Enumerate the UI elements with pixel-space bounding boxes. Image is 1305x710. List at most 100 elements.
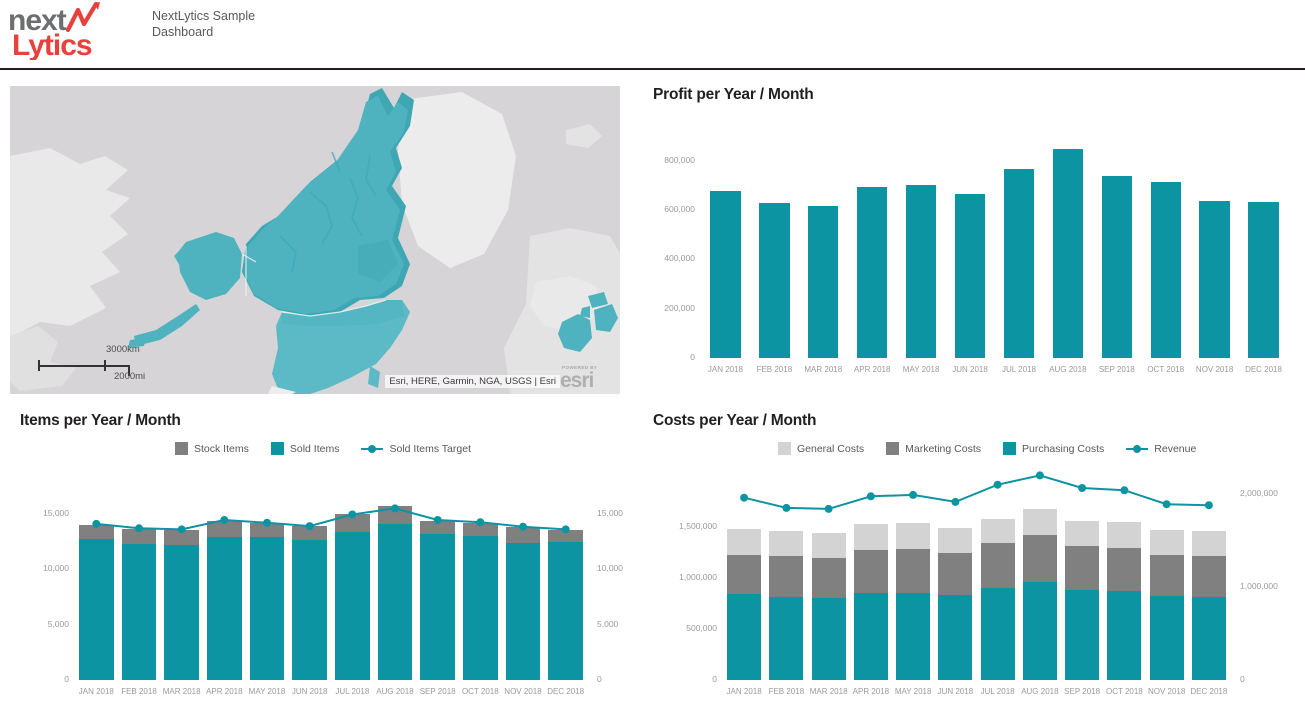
costs-chart-plot[interactable]: 0 500,000 1,000,000 1,500,000 0 1,000,000 2,00… bbox=[653, 464, 1298, 708]
chart-bar[interactable] bbox=[727, 529, 762, 680]
x-axis-category-label: JAN 2018 bbox=[78, 687, 114, 696]
legend-item[interactable]: Purchasing Costs bbox=[1002, 442, 1105, 455]
chart-bar-segment bbox=[78, 525, 114, 539]
chart-bar[interactable] bbox=[121, 529, 157, 680]
chart-bar[interactable] bbox=[1052, 148, 1084, 358]
costs-chart-legend[interactable]: General Costs Marketing Costs Purchasing C… bbox=[778, 442, 1218, 455]
chart-bar[interactable] bbox=[1101, 175, 1132, 358]
chart-bar[interactable] bbox=[1107, 522, 1142, 680]
chart-bar[interactable] bbox=[938, 527, 973, 680]
legend-item[interactable]: Stock Items bbox=[175, 442, 249, 455]
chart-bar[interactable] bbox=[377, 506, 413, 680]
chart-bar[interactable] bbox=[1248, 202, 1279, 358]
chart-bar-segment bbox=[377, 523, 413, 680]
chart-bar-segment bbox=[121, 529, 157, 544]
chart-bar-segment bbox=[938, 552, 973, 595]
x-axis-category-label: OCT 2018 bbox=[1147, 365, 1185, 374]
chart-bar[interactable] bbox=[206, 521, 242, 680]
chart-bar[interactable] bbox=[980, 518, 1015, 680]
x-axis-category-label: MAR 2018 bbox=[809, 687, 848, 696]
legend-swatch-icon bbox=[1002, 442, 1016, 455]
chart-bar-segment bbox=[548, 542, 584, 680]
chart-bar[interactable] bbox=[811, 533, 846, 680]
chart-bar[interactable] bbox=[896, 522, 931, 680]
chart-bar[interactable] bbox=[78, 525, 114, 680]
chart-bar-segment bbox=[1191, 555, 1226, 597]
x-axis-category-label: SEP 2018 bbox=[419, 687, 456, 696]
y-axis-tick-label: 15,000 bbox=[43, 507, 69, 518]
x-axis-category-label: DEC 2018 bbox=[1190, 687, 1228, 696]
legend-item[interactable]: Marketing Costs bbox=[886, 442, 981, 455]
x-axis-category-label: JUN 2018 bbox=[291, 687, 328, 696]
x-axis-category-label: JUN 2018 bbox=[937, 687, 974, 696]
chart-bar[interactable] bbox=[548, 529, 584, 680]
legend-item[interactable]: Sold Items Target bbox=[361, 442, 471, 455]
chart-bar[interactable] bbox=[769, 531, 804, 680]
chart-bar-segment bbox=[938, 527, 973, 553]
chart-bar-segment bbox=[206, 521, 242, 538]
esri-logo: POWERED BY esri bbox=[560, 364, 616, 392]
chart-bar[interactable] bbox=[954, 193, 986, 358]
chart-bar[interactable] bbox=[249, 523, 285, 680]
chart-bar[interactable] bbox=[292, 526, 328, 680]
legend-item[interactable]: Sold Items bbox=[270, 442, 339, 455]
chart-bar[interactable] bbox=[164, 529, 200, 680]
legend-swatch-icon bbox=[778, 442, 791, 455]
chart-bar[interactable] bbox=[1003, 169, 1035, 358]
chart-bar-segment bbox=[954, 193, 986, 358]
chart-bar[interactable] bbox=[1022, 508, 1057, 680]
svg-text:Lytics: Lytics bbox=[12, 29, 92, 60]
chart-bar-segment bbox=[1022, 535, 1057, 582]
y2-axis-tick-label: 15,000 bbox=[597, 507, 623, 518]
chart-bar-segment bbox=[1101, 175, 1132, 358]
y-axis-tick-label: 0 bbox=[64, 674, 69, 684]
chart-bar-segment bbox=[769, 556, 804, 597]
chart-bar[interactable] bbox=[857, 186, 888, 358]
y-axis-tick-label: 1,500,000 bbox=[679, 520, 717, 531]
chart-bar[interactable] bbox=[1149, 530, 1184, 680]
chart-bar-segment bbox=[1107, 522, 1142, 548]
chart-bar[interactable] bbox=[1065, 520, 1100, 680]
chart-bar-segment bbox=[1150, 181, 1181, 358]
y-axis-tick-label: 200,000 bbox=[664, 302, 695, 313]
esri-wordmark: esri bbox=[560, 369, 594, 392]
chart-bar[interactable] bbox=[334, 514, 370, 680]
geo-map-panel[interactable]: 3000km 2000mi Esri, HERE, Garmin, NGA, U… bbox=[10, 86, 620, 394]
scale-bar-graphic bbox=[38, 360, 130, 376]
chart-bar-segment bbox=[811, 597, 846, 680]
x-axis-category-label: JUL 2018 bbox=[1001, 365, 1036, 374]
chart-bar[interactable] bbox=[710, 190, 741, 358]
chart-bar-segment bbox=[548, 529, 584, 543]
legend-item[interactable]: Revenue bbox=[1126, 442, 1196, 455]
chart-bar-segment bbox=[505, 542, 541, 680]
items-chart-legend[interactable]: Stock Items Sold Items Sold Items Target bbox=[175, 442, 493, 455]
chart-bar[interactable] bbox=[1150, 181, 1181, 358]
chart-bar-segment bbox=[1065, 546, 1100, 590]
chart-bar[interactable] bbox=[853, 523, 888, 680]
legend-swatch-icon bbox=[270, 442, 284, 455]
chart-bar-segment bbox=[1191, 531, 1226, 556]
chart-bar[interactable] bbox=[1199, 200, 1230, 358]
nextlytics-logo: next Lytics bbox=[8, 2, 143, 60]
chart-bar[interactable] bbox=[905, 184, 937, 358]
legend-label: Purchasing Costs bbox=[1021, 442, 1105, 455]
x-axis-category-label: MAY 2018 bbox=[894, 687, 932, 696]
chart-bar[interactable] bbox=[808, 206, 839, 358]
y-axis-tick-label: 800,000 bbox=[664, 154, 695, 165]
chart-bar[interactable] bbox=[759, 203, 790, 358]
chart-bar-segment bbox=[420, 533, 456, 680]
chart-bar-segment bbox=[420, 520, 456, 534]
legend-item[interactable]: General Costs bbox=[778, 442, 864, 455]
x-axis-category-label: FEB 2018 bbox=[768, 687, 805, 696]
chart-bar[interactable] bbox=[462, 523, 498, 680]
chart-bar[interactable] bbox=[1191, 531, 1226, 680]
map-graphic[interactable] bbox=[10, 86, 620, 394]
items-chart-plot[interactable]: 0 5,000 10,000 15,000 0 5,000 10,000 15,000 JAN … bbox=[20, 464, 645, 708]
chart-bar-segment bbox=[980, 587, 1015, 680]
scale-label-km: 3000km bbox=[106, 344, 140, 355]
chart-bar[interactable] bbox=[505, 527, 541, 680]
profit-chart-plot[interactable]: 0 200,000 400,000 600,000 800,000 JAN 2018 FEB… bbox=[653, 108, 1298, 386]
chart-bar[interactable] bbox=[420, 520, 456, 680]
chart-bar-segment bbox=[1199, 200, 1230, 358]
x-axis-category-label: JUN 2018 bbox=[952, 365, 988, 374]
